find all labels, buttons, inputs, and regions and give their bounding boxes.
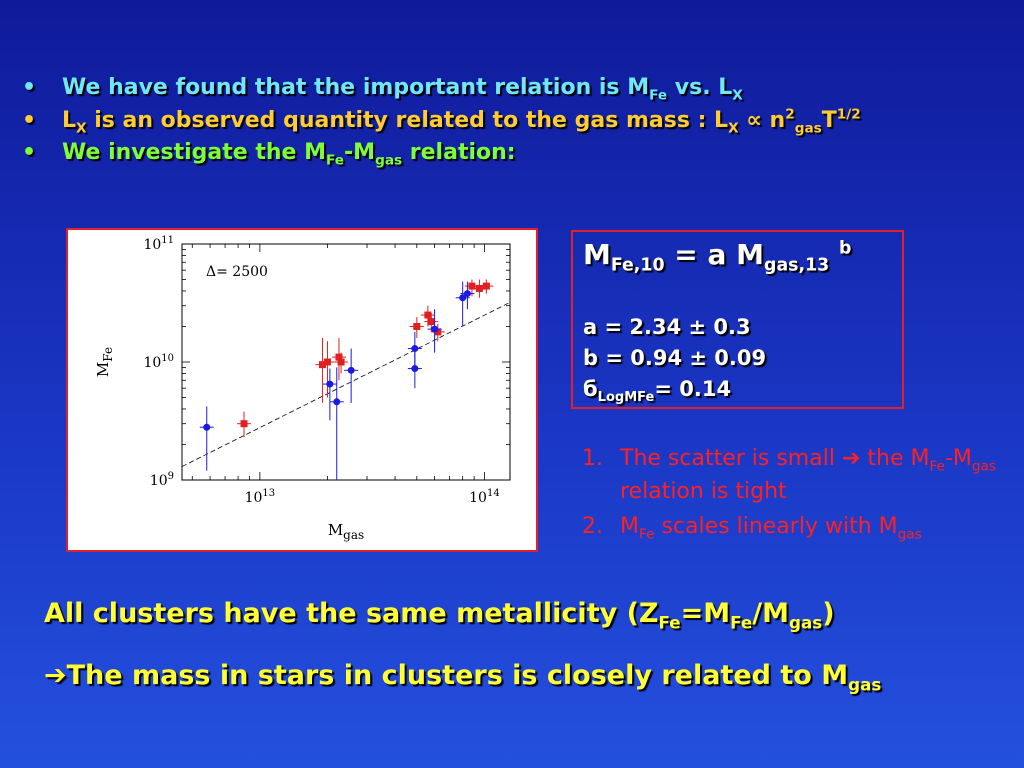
data-point — [347, 366, 355, 374]
data-point — [240, 420, 248, 428]
bullet-text: We investigate the MFe-Mgas relation: — [62, 140, 516, 169]
data-point — [463, 290, 471, 298]
item-number: 2. — [582, 514, 603, 539]
conclusion-line-2: ➔The mass in stars in clusters is closel… — [44, 660, 882, 695]
data-point — [475, 284, 483, 292]
bullet-item: • We investigate the MFe-Mgas relation: — [22, 139, 1012, 168]
data-point — [333, 398, 341, 406]
data-point — [323, 358, 331, 366]
x-tick-label: 1013 — [245, 488, 276, 506]
item-text: The scatter is small ➔ the MFe-Mgas rela… — [620, 446, 996, 504]
data-point — [482, 282, 490, 290]
data-point — [326, 380, 334, 388]
bullet-list: • We have found that the important relat… — [22, 74, 1012, 172]
item-text: MFe scales linearly with Mgas — [620, 514, 922, 543]
bullet-text: LX is an observed quantity related to th… — [62, 106, 861, 136]
bullet-item: • LX is an observed quantity related to … — [22, 107, 1012, 136]
fit-formula: MFe,10 = a Mgas,13 b — [583, 238, 852, 276]
conclusion-line-1: All clusters have the same metallicity (… — [44, 598, 835, 633]
param-sigma: бLogMFe= 0.14 — [583, 377, 732, 406]
data-point — [427, 318, 435, 326]
x-axis-label: Mgas — [328, 521, 364, 542]
arrow-icon: ➔ — [44, 660, 67, 691]
fit-line — [181, 302, 511, 467]
data-point — [335, 353, 343, 361]
y-tick-label: 109 — [150, 471, 174, 489]
bullet-dot: • — [22, 140, 37, 166]
y-tick-label: 1010 — [143, 353, 174, 371]
bullet-dot: • — [22, 75, 37, 100]
numbered-item: 2. MFe scales linearly with Mgas — [582, 510, 1012, 543]
y-tick-label: 1011 — [143, 235, 174, 253]
data-point — [424, 311, 432, 319]
data-point — [413, 322, 421, 330]
fit-result-box: MFe,10 = a Mgas,13 b a = 2.34 ± 0.3 b = … — [571, 230, 904, 409]
numbered-item: 1. The scatter is small ➔ the MFe-Mgas r… — [582, 442, 1012, 508]
data-point — [468, 282, 476, 290]
data-point — [434, 328, 442, 336]
fit-parameters: a = 2.34 ± 0.3 b = 0.94 ± 0.09 бLogMFe= … — [583, 312, 766, 405]
bullet-text: We have found that the important relatio… — [62, 75, 743, 104]
param-a: a = 2.34 ± 0.3 — [583, 315, 751, 339]
numbered-list: 1. The scatter is small ➔ the MFe-Mgas r… — [582, 442, 1012, 545]
x-tick-label: 1014 — [469, 488, 500, 506]
arrow-icon: ➔ — [841, 446, 861, 471]
data-point — [337, 358, 345, 366]
data-point — [459, 294, 467, 302]
item-number: 1. — [582, 446, 603, 471]
bullet-item: • We have found that the important relat… — [22, 74, 1012, 103]
bullet-dot: • — [22, 107, 37, 133]
y-axis-label: MFe — [94, 347, 115, 377]
scatter-chart-panel: 109 1010 1011 1013 1014 Δ= 2500 Mgas MFe — [66, 228, 538, 552]
param-b: b = 0.94 ± 0.09 — [583, 346, 767, 370]
chart-annotation: Δ= 2500 — [206, 264, 268, 280]
data-point — [411, 365, 419, 373]
scatter-chart: 109 1010 1011 1013 1014 Δ= 2500 Mgas MFe — [94, 235, 511, 542]
data-point — [203, 423, 211, 431]
data-point — [318, 361, 326, 369]
data-point — [431, 325, 439, 333]
